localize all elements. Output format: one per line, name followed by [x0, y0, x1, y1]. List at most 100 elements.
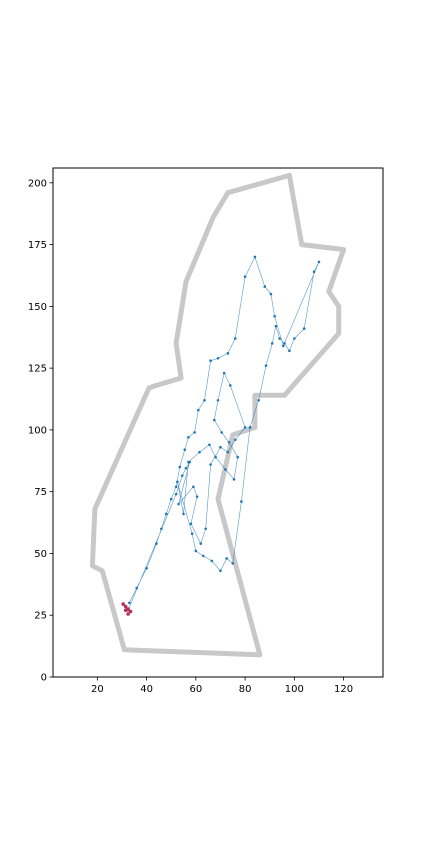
trajectory-point: [199, 542, 203, 545]
x-tick-label: 120: [334, 684, 353, 695]
trajectory-point: [231, 562, 235, 565]
y-tick-label: 75: [34, 487, 47, 498]
trajectory-point: [209, 359, 212, 363]
trajectory-point: [274, 324, 278, 328]
trajectory-point: [216, 398, 220, 402]
x-tick-label: 20: [91, 684, 104, 695]
trajectory-point: [302, 327, 306, 330]
start-point: [121, 602, 125, 606]
trajectory-point: [293, 337, 296, 340]
trajectory-point: [220, 431, 223, 434]
trajectory-point: [222, 371, 226, 375]
trajectory-point: [183, 448, 187, 451]
trajectory-point: [190, 532, 194, 535]
trajectory-point: [187, 460, 190, 464]
start-point: [128, 609, 133, 614]
trajectory-point: [269, 292, 273, 296]
trajectory-point: [232, 478, 236, 481]
trajectory-point: [288, 349, 291, 353]
trajectory-point: [195, 495, 199, 498]
y-tick-label: 175: [28, 240, 47, 251]
trajectory-point: [135, 586, 139, 590]
trajectory-point: [214, 455, 217, 459]
x-tick-label: 60: [189, 684, 202, 695]
trajectory-point: [209, 463, 212, 466]
trajectory-point: [312, 270, 316, 274]
trajectory-point: [226, 352, 230, 355]
trajectory-point: [145, 566, 148, 570]
y-axis-ticks: 0 25 50 75 100 125 150 175 200: [28, 178, 53, 684]
trajectory-point: [204, 527, 207, 531]
trajectory-point: [203, 398, 206, 402]
trajectory-point: [248, 426, 252, 429]
y-tick-label: 125: [28, 364, 47, 375]
trajectory-point: [225, 557, 228, 560]
trajectory-point: [227, 440, 231, 444]
trajectory-point: [189, 522, 193, 526]
start-markers: [121, 602, 133, 616]
trajectory-point: [240, 500, 243, 503]
trajectory-point: [193, 431, 196, 434]
trajectory-point: [219, 569, 222, 573]
y-tick-label: 0: [41, 673, 47, 684]
trajectory-point: [155, 542, 158, 545]
trajectory-point: [281, 344, 285, 348]
trajectory-point: [194, 549, 198, 553]
trajectory-point: [198, 450, 201, 454]
trajectory-point: [174, 492, 178, 496]
trajectory-point: [264, 364, 268, 367]
y-tick-label: 150: [28, 302, 47, 313]
trajectory-point: [219, 445, 222, 449]
x-tick-label: 80: [239, 684, 252, 695]
trajectory-point: [174, 485, 178, 489]
start-point: [126, 612, 130, 616]
trajectory-point: [243, 426, 247, 429]
trajectory-point: [216, 356, 220, 360]
floor-map: [89, 172, 347, 658]
trajectory-point: [263, 285, 267, 288]
trajectory-point: [278, 337, 281, 340]
trajectory-point: [169, 497, 173, 501]
trajectory-point: [233, 337, 237, 340]
y-tick-label: 200: [28, 178, 47, 189]
trajectory-point: [187, 436, 190, 439]
trajectory-point: [184, 466, 188, 470]
trajectory-point: [270, 342, 274, 345]
map-wall: [89, 172, 347, 658]
trajectory-point: [257, 398, 260, 402]
x-tick-label: 40: [140, 684, 153, 695]
trajectory-point: [224, 468, 227, 471]
y-tick-label: 50: [34, 549, 47, 560]
trajectory-point: [210, 559, 214, 563]
start-point: [123, 608, 128, 613]
trajectory-point: [192, 485, 195, 489]
trajectory-point: [180, 474, 184, 477]
trajectory-point: [208, 443, 211, 447]
trajectory-point: [182, 512, 185, 516]
trajectory-point: [160, 527, 163, 531]
trajectory-point: [253, 255, 257, 259]
trajectory-point: [128, 601, 131, 605]
trajectory-point: [176, 480, 179, 484]
trajectory-point: [236, 455, 240, 459]
y-tick-label: 25: [34, 611, 47, 622]
trajectory-point: [243, 275, 247, 279]
trajectory-point: [213, 418, 216, 422]
trajectory-point: [283, 342, 286, 345]
start-point: [123, 604, 128, 609]
x-axis-ticks: 20 40 60 80 100 120: [91, 677, 353, 695]
trajectory-point: [226, 450, 230, 454]
trajectory-point: [177, 502, 180, 506]
trajectory-point: [233, 438, 237, 442]
trajectory-point: [273, 314, 276, 318]
trajectory-point: [178, 465, 182, 469]
trajectory-point: [164, 512, 168, 516]
trajectory-point: [201, 554, 205, 558]
trajectory-point: [196, 408, 200, 412]
axes-frame: [52, 167, 384, 678]
trajectory-points: [126, 255, 321, 612]
y-tick-label: 100: [28, 425, 47, 436]
x-tick-label: 100: [285, 684, 304, 695]
